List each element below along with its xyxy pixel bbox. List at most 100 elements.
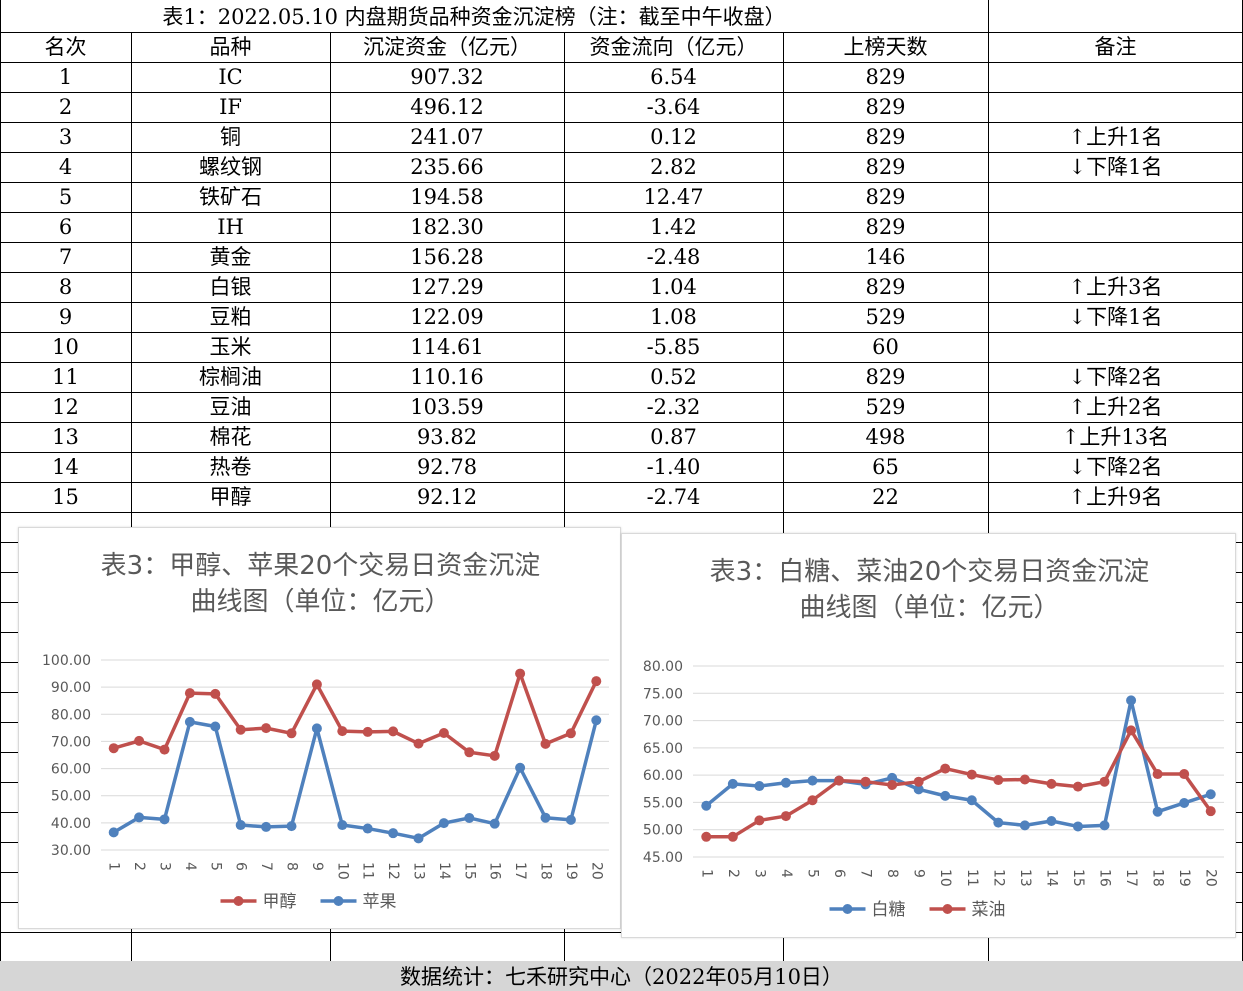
y-tick-label: 55.00 (643, 795, 683, 811)
table-cell-rank: 13 (52, 424, 79, 449)
table-cell-fund-flow: 0.12 (650, 124, 697, 149)
y-tick-label: 30.00 (51, 843, 91, 859)
footer-band (0, 961, 1243, 991)
table-cell-product: 甲醇 (209, 484, 252, 509)
data-point (754, 815, 765, 826)
data-point (464, 812, 475, 823)
table-cell-fund-flow: -1.40 (646, 454, 701, 479)
data-point (807, 795, 818, 806)
x-tick-label: 19 (563, 862, 579, 880)
data-point (515, 762, 526, 773)
table-cell-rank: 7 (58, 244, 73, 269)
table-cell-settled-funds: 92.78 (416, 454, 478, 479)
table-cell-product: 铜 (220, 124, 241, 149)
table-cell-product: 棉花 (209, 424, 252, 449)
table-cell-remark (988, 242, 1243, 272)
data-point (780, 777, 791, 788)
data-point (464, 747, 475, 758)
table-cell-remark: ↓下降1名 (1068, 304, 1163, 329)
table-cell-rank: 11 (52, 364, 79, 389)
data-point (388, 726, 399, 737)
table-cell-remark (988, 212, 1243, 242)
table-cell-days-on-list: 829 (865, 124, 906, 149)
table-cell-remark (988, 92, 1243, 122)
series-line (706, 728, 1213, 839)
table-cell-product: 白银 (209, 274, 252, 299)
x-tick-label: 3 (751, 869, 767, 878)
data-point (1099, 776, 1110, 787)
data-point (1205, 789, 1216, 800)
chart-title: 表3：白糖、菜油20个交易日资金沉淀 (710, 557, 1150, 587)
data-point (940, 763, 951, 774)
x-tick-label: 14 (436, 862, 452, 880)
table-cell-product: 豆粕 (209, 304, 252, 329)
table-cell-days-on-list: 146 (865, 244, 906, 269)
data-point (727, 831, 738, 842)
table-cell-fund-flow: 12.47 (643, 184, 704, 209)
column-header: 名次 (44, 34, 87, 59)
x-tick-label: 20 (588, 862, 604, 880)
data-point (362, 823, 373, 834)
series-line (112, 719, 598, 841)
x-tick-label: 18 (538, 862, 554, 880)
data-point (591, 676, 602, 687)
data-point (1072, 821, 1083, 832)
x-tick-label: 2 (725, 869, 741, 878)
y-tick-label: 60.00 (51, 762, 91, 778)
table-cell-days-on-list: 829 (865, 214, 906, 239)
table-cell-settled-funds: 241.07 (410, 124, 484, 149)
column-header: 沉淀资金（亿元） (363, 34, 531, 59)
table-cell-product: 黄金 (209, 244, 252, 269)
x-tick-label: 12 (385, 862, 401, 880)
data-point (591, 715, 602, 726)
table-cell-product: 热卷 (209, 454, 252, 479)
table-row-line (0, 482, 1243, 483)
data-point (701, 800, 712, 811)
table-cell-settled-funds: 122.09 (410, 304, 484, 329)
data-point (727, 778, 738, 789)
data-point (337, 726, 348, 737)
data-point (1099, 820, 1110, 831)
x-tick-label: 4 (182, 862, 198, 871)
x-tick-label: 10 (937, 869, 953, 887)
table-cell-fund-flow: -2.32 (646, 394, 701, 419)
data-point (261, 821, 272, 832)
footer-source: 数据统计：七禾研究中心（2022年05月10日） (400, 965, 843, 989)
data-point (1179, 769, 1190, 780)
data-point (337, 820, 348, 831)
chart-title: 曲线图（单位：亿元） (799, 593, 1059, 623)
data-point (311, 723, 322, 734)
table-cell-settled-funds: 93.82 (416, 424, 478, 449)
data-point (489, 750, 500, 761)
table-cell-rank: 2 (58, 94, 73, 119)
x-tick-label: 8 (284, 862, 300, 871)
data-point (913, 776, 924, 787)
series-line (705, 698, 1212, 829)
data-point (887, 779, 898, 790)
table-cell-remark: ↑上升13名 (1061, 424, 1170, 449)
data-point (210, 688, 221, 699)
data-point (1152, 806, 1163, 817)
table-cell-settled-funds: 907.32 (410, 64, 484, 89)
x-tick-label: 1 (106, 862, 122, 871)
data-point (993, 775, 1004, 786)
data-point (515, 668, 526, 679)
table-cell-days-on-list: 529 (865, 304, 906, 329)
table-cell-days-on-list: 829 (865, 274, 906, 299)
x-tick-label: 19 (1176, 869, 1192, 887)
table-cell-fund-flow: -3.64 (646, 94, 701, 119)
table-cell-remark: ↓下降2名 (1068, 364, 1163, 389)
data-point (311, 679, 322, 690)
x-tick-label: 11 (360, 862, 376, 880)
table-row-line (0, 122, 1243, 123)
table-row-line (0, 512, 1243, 513)
table-row-line (0, 212, 1243, 213)
x-tick-label: 16 (1097, 869, 1113, 887)
legend-marker (842, 904, 853, 914)
data-point (1152, 769, 1163, 780)
data-point (1046, 815, 1057, 826)
chart-svg: 表3：白糖、菜油20个交易日资金沉淀曲线图（单位：亿元）45.0050.0055… (643, 557, 1224, 920)
table-cell-fund-flow: 1.42 (650, 214, 697, 239)
y-tick-label: 45.00 (643, 850, 683, 866)
